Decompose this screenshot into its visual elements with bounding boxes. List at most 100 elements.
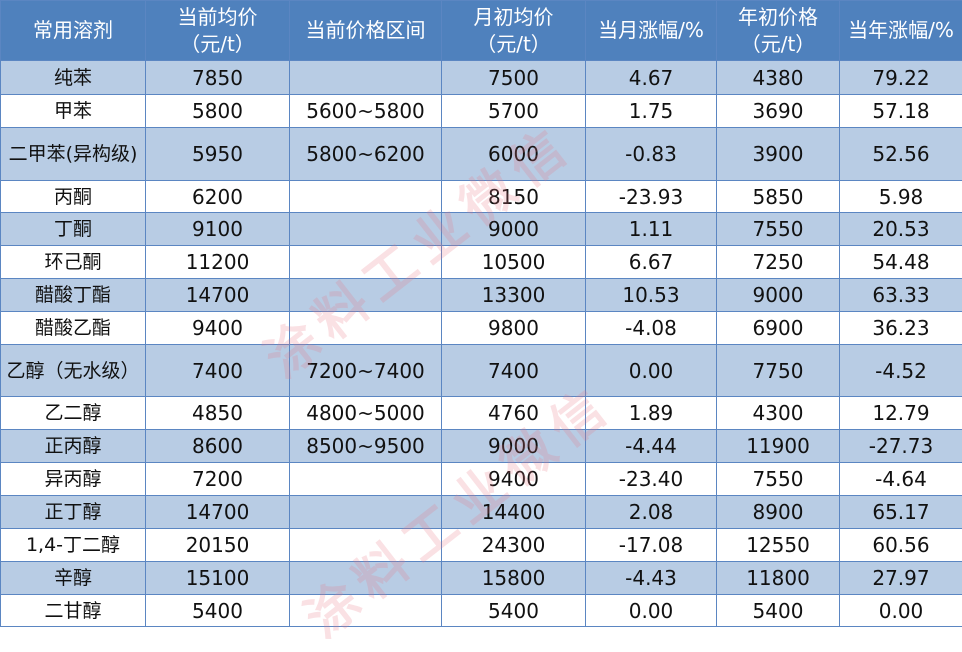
table-cell: 10500 xyxy=(442,246,586,279)
solvent-name: 正丁醇 xyxy=(1,496,146,529)
table-cell xyxy=(290,312,442,345)
table-cell: 8150 xyxy=(442,181,586,213)
solvent-name: 1,4-丁二醇 xyxy=(1,529,146,562)
table-cell: 10.53 xyxy=(586,279,717,312)
solvent-name: 二甘醇 xyxy=(1,595,146,627)
table-cell: 5700 xyxy=(442,95,586,128)
table-cell: 4300 xyxy=(717,397,840,430)
table-cell: -17.08 xyxy=(586,529,717,562)
solvent-price-table: 常用溶剂当前均价（元/t）当前价格区间月初均价（元/t）当月涨幅/%年初价格（元… xyxy=(0,0,962,627)
table-cell: 20150 xyxy=(146,529,290,562)
table-cell: 0.00 xyxy=(586,345,717,397)
table-cell: 4800~5000 xyxy=(290,397,442,430)
table-cell: 7200 xyxy=(146,463,290,496)
solvent-name: 异丙醇 xyxy=(1,463,146,496)
table-cell: -0.83 xyxy=(586,128,717,181)
table-cell: 5950 xyxy=(146,128,290,181)
table-cell: 27.97 xyxy=(840,562,962,595)
column-header: 当前价格区间 xyxy=(290,1,442,61)
table-cell: 57.18 xyxy=(840,95,962,128)
table-cell: 9400 xyxy=(146,312,290,345)
table-cell: -4.44 xyxy=(586,430,717,463)
table-cell: -4.52 xyxy=(840,345,962,397)
table-cell: 7400 xyxy=(146,345,290,397)
table-cell: 6200 xyxy=(146,181,290,213)
table-cell: 4760 xyxy=(442,397,586,430)
table-cell xyxy=(290,246,442,279)
table-cell: 63.33 xyxy=(840,279,962,312)
table-cell xyxy=(290,213,442,246)
table-cell: 11200 xyxy=(146,246,290,279)
table-cell: 1.75 xyxy=(586,95,717,128)
table-cell: -27.73 xyxy=(840,430,962,463)
column-header: 当年涨幅/% xyxy=(840,1,962,61)
solvent-name: 醋酸丁酯 xyxy=(1,279,146,312)
table-cell: 65.17 xyxy=(840,496,962,529)
table-cell: 1.11 xyxy=(586,213,717,246)
solvent-name: 辛醇 xyxy=(1,562,146,595)
table-cell xyxy=(290,529,442,562)
solvent-name: 乙二醇 xyxy=(1,397,146,430)
table-cell: 9800 xyxy=(442,312,586,345)
table-cell: -23.40 xyxy=(586,463,717,496)
table-cell: 2.08 xyxy=(586,496,717,529)
table-cell: 9100 xyxy=(146,213,290,246)
table-cell: 7550 xyxy=(717,213,840,246)
table-cell: 5800 xyxy=(146,95,290,128)
table-cell: 7750 xyxy=(717,345,840,397)
table-cell: 6900 xyxy=(717,312,840,345)
table-cell: 8600 xyxy=(146,430,290,463)
table-cell: 4380 xyxy=(717,61,840,95)
table-cell: 7200~7400 xyxy=(290,345,442,397)
table-cell: 8900 xyxy=(717,496,840,529)
table-cell: 7500 xyxy=(442,61,586,95)
table-cell: 12550 xyxy=(717,529,840,562)
table-cell: 11900 xyxy=(717,430,840,463)
column-header: 当前均价（元/t） xyxy=(146,1,290,61)
column-header: 年初价格（元/t） xyxy=(717,1,840,61)
table-cell: -4.43 xyxy=(586,562,717,595)
table-cell xyxy=(290,562,442,595)
table-cell: -4.64 xyxy=(840,463,962,496)
solvent-name: 丁酮 xyxy=(1,213,146,246)
solvent-name: 丙酮 xyxy=(1,181,146,213)
table-cell: 24300 xyxy=(442,529,586,562)
table-cell: 13300 xyxy=(442,279,586,312)
table-cell: 7400 xyxy=(442,345,586,397)
table-cell: 7250 xyxy=(717,246,840,279)
table-cell xyxy=(290,279,442,312)
table-cell: 5850 xyxy=(717,181,840,213)
table-cell: 20.53 xyxy=(840,213,962,246)
table-cell: 9000 xyxy=(717,279,840,312)
table-cell: 5600~5800 xyxy=(290,95,442,128)
solvent-name: 乙醇（无水级） xyxy=(1,345,146,397)
table-cell: 5400 xyxy=(146,595,290,627)
table-cell: 8500~9500 xyxy=(290,430,442,463)
table-cell xyxy=(290,181,442,213)
table-cell xyxy=(290,61,442,95)
solvent-name: 纯苯 xyxy=(1,61,146,95)
table-cell: 52.56 xyxy=(840,128,962,181)
table-cell: 4.67 xyxy=(586,61,717,95)
table-cell: 5400 xyxy=(717,595,840,627)
table-cell: 14700 xyxy=(146,496,290,529)
table-cell: 12.79 xyxy=(840,397,962,430)
solvent-name: 甲苯 xyxy=(1,95,146,128)
table-cell: 0.00 xyxy=(586,595,717,627)
table-cell: 14400 xyxy=(442,496,586,529)
table-cell: 9400 xyxy=(442,463,586,496)
table-cell: -4.08 xyxy=(586,312,717,345)
solvent-name: 二甲苯(异构级) xyxy=(1,128,146,181)
table-cell xyxy=(290,463,442,496)
